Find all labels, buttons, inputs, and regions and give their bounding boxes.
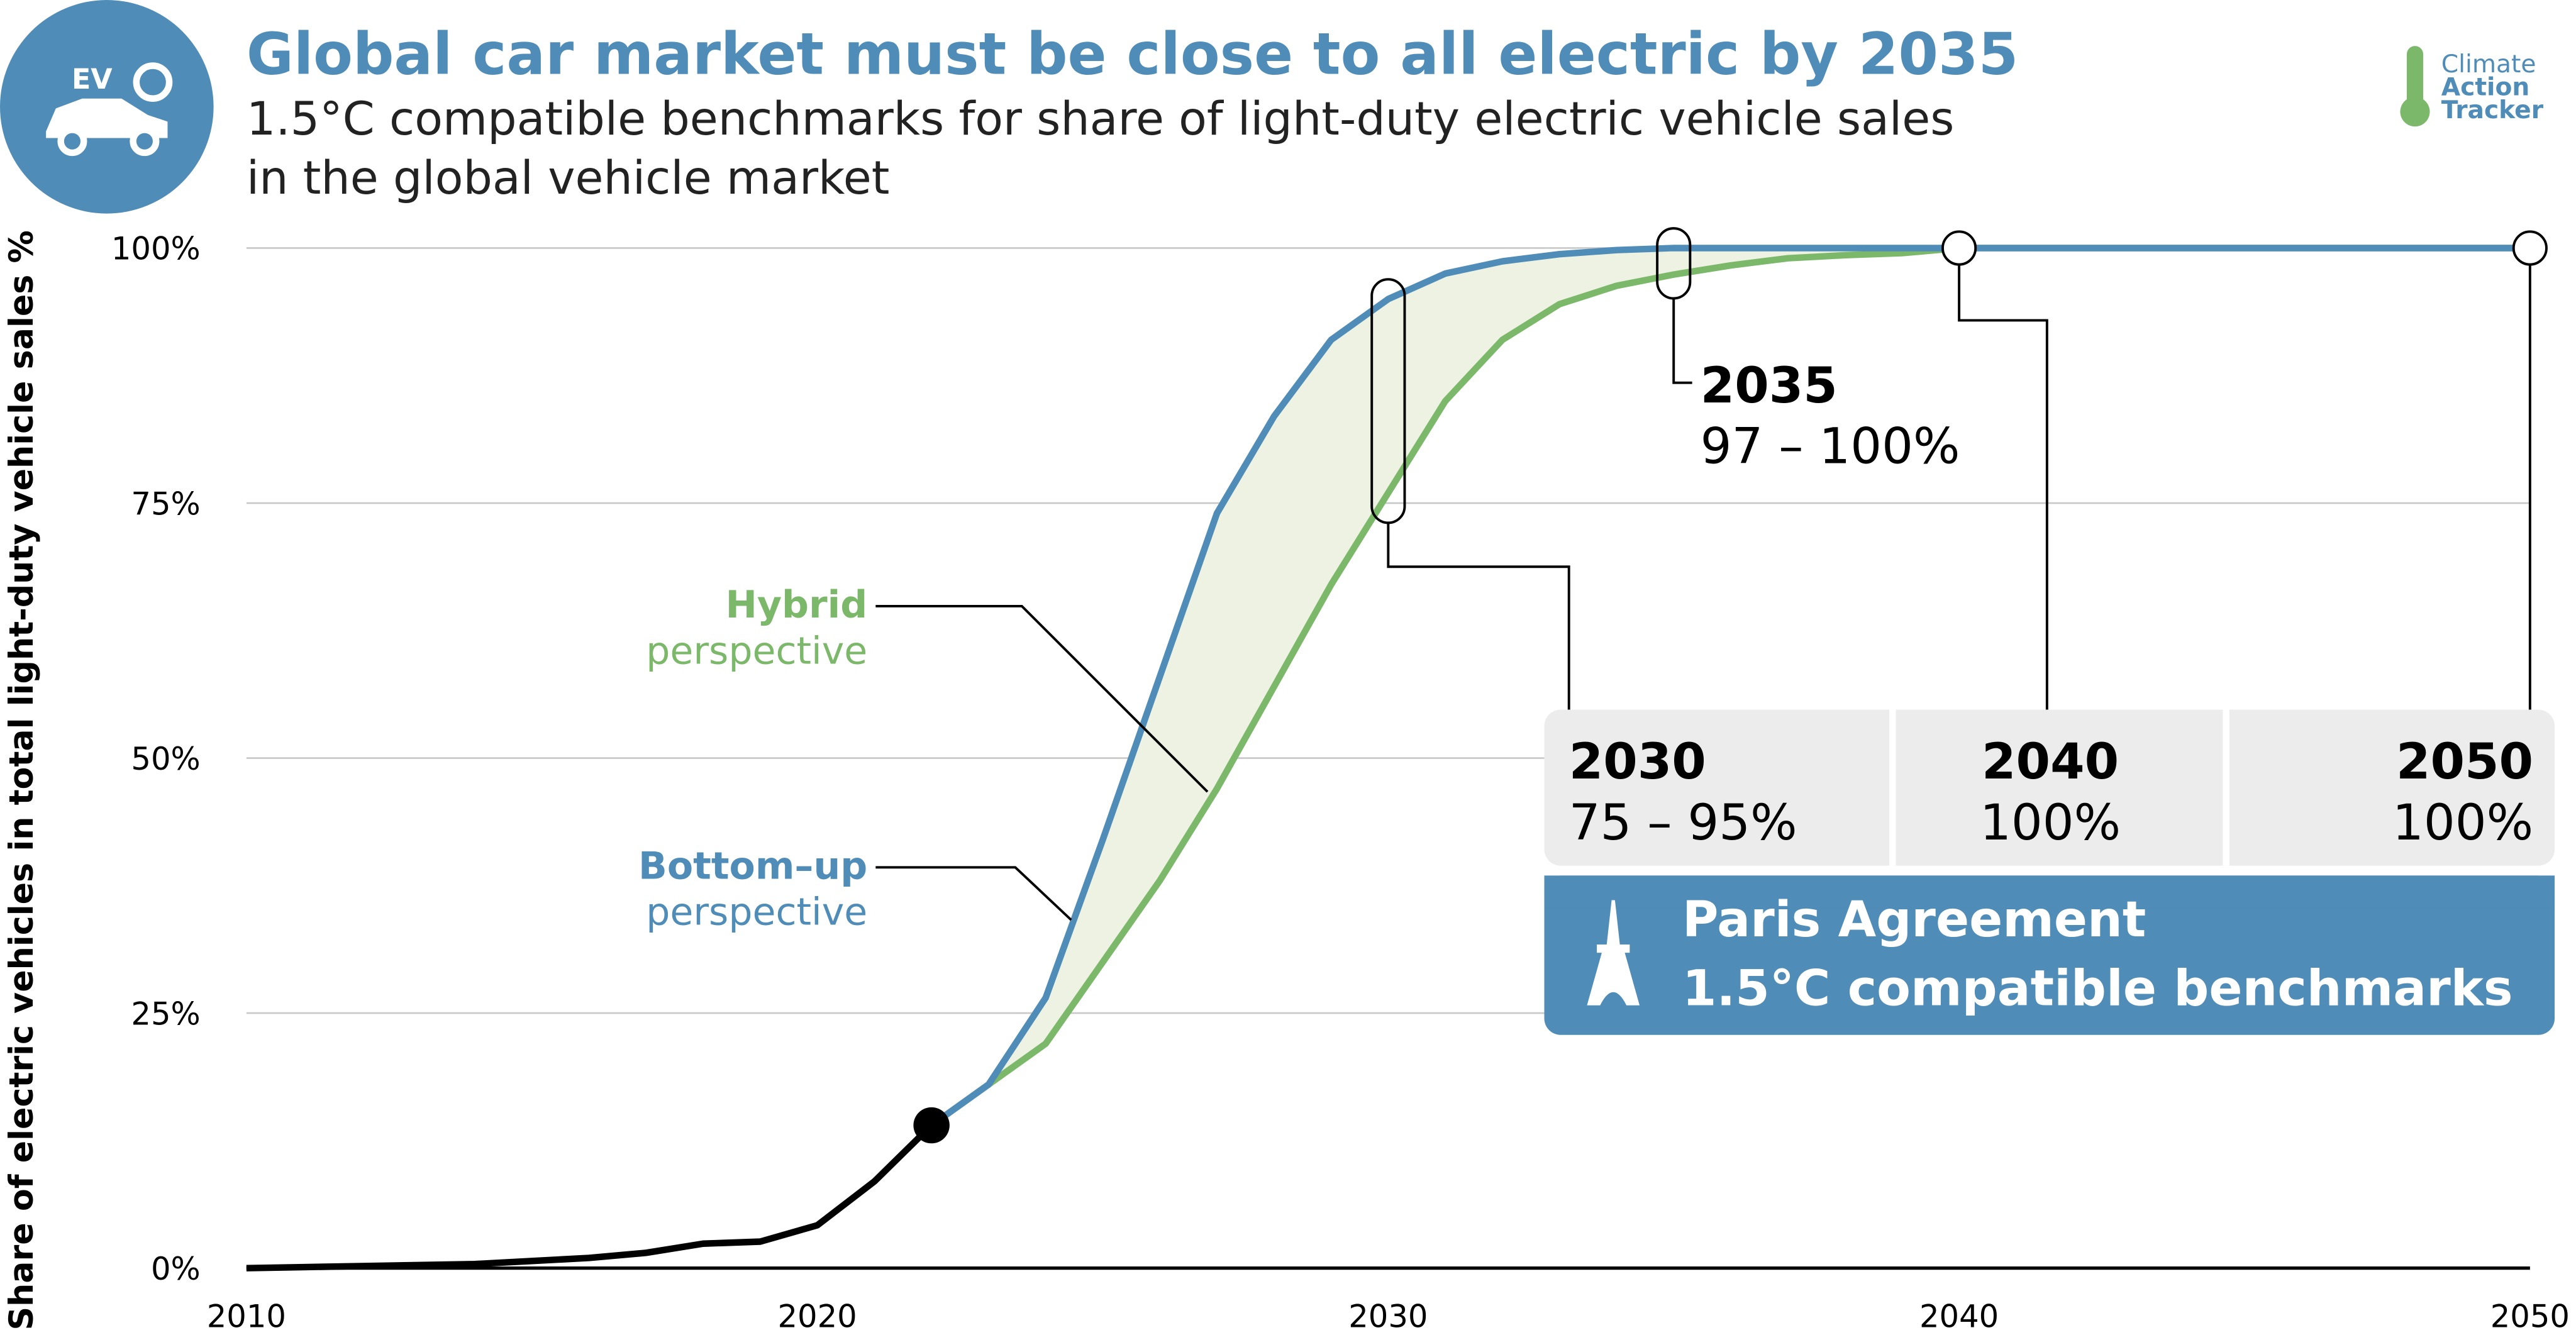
x-tick-label: 2010 bbox=[207, 1299, 286, 1335]
benchmark-connector bbox=[1672, 298, 1692, 384]
car-icon bbox=[46, 62, 173, 157]
x-tick-label: 2030 bbox=[1348, 1299, 1428, 1335]
y-tick-label: 50% bbox=[131, 741, 200, 777]
x-tick-label: 2050 bbox=[2490, 1299, 2570, 1335]
logo-text: Climate bbox=[2441, 50, 2536, 79]
benchmark-connector bbox=[1387, 523, 1570, 710]
benchmark-year: 2040 bbox=[1982, 733, 2119, 790]
benchmark-label: 75 – 95% bbox=[1569, 794, 1797, 851]
y-tick-label: 75% bbox=[131, 485, 200, 522]
chart-title: Global car market must be close to all e… bbox=[247, 21, 2018, 88]
eiffel-icon bbox=[1587, 900, 1640, 1005]
range-band bbox=[931, 248, 2530, 1126]
logo-text: Tracker bbox=[2441, 96, 2544, 125]
leader-line bbox=[875, 604, 1209, 793]
y-axis-label: Share of electric vehicles in total ligh… bbox=[3, 230, 41, 1330]
banner-box bbox=[1544, 875, 2555, 1035]
chart-subtitle: 1.5°C compatible benchmarks for share of… bbox=[247, 92, 1954, 146]
series-line bbox=[246, 1122, 934, 1271]
banner-box bbox=[1544, 875, 2555, 909]
series-line bbox=[930, 245, 2530, 1128]
benchmark-point bbox=[1941, 230, 1977, 266]
series-label: perspective bbox=[646, 629, 867, 673]
benchmark-label: 100% bbox=[1980, 794, 2121, 851]
chart-subtitle: in the global vehicle market bbox=[247, 152, 890, 205]
benchmark-year: 2030 bbox=[1569, 733, 1706, 790]
x-tick-label: 2040 bbox=[1919, 1299, 1999, 1335]
benchmark-label: 97 – 100% bbox=[1701, 418, 1960, 475]
benchmark-box bbox=[1544, 709, 2555, 866]
benchmark-connector bbox=[1958, 264, 2048, 710]
benchmark-year: 2035 bbox=[1701, 357, 1838, 414]
banner-text: 1.5°C compatible benchmarks bbox=[1682, 960, 2513, 1017]
benchmark-year: 2050 bbox=[2396, 733, 2533, 790]
series-label: perspective bbox=[646, 890, 867, 934]
benchmark-label: 100% bbox=[2392, 794, 2533, 851]
icon-text: EV bbox=[72, 64, 113, 96]
y-tick-label: 100% bbox=[111, 231, 201, 267]
series-label: Hybrid bbox=[726, 583, 868, 627]
benchmark-point bbox=[2512, 230, 2548, 266]
y-tick-label: 0% bbox=[151, 1251, 201, 1287]
series-label: Bottom–up bbox=[638, 845, 867, 889]
latest-data-dot bbox=[913, 1107, 950, 1144]
leader-line bbox=[875, 866, 1072, 921]
logo-thermometer bbox=[2400, 97, 2430, 127]
x-tick-label: 2020 bbox=[777, 1299, 857, 1335]
y-tick-label: 25% bbox=[131, 995, 200, 1032]
logo-text: Action bbox=[2441, 74, 2530, 102]
banner-text: Paris Agreement bbox=[1682, 891, 2146, 948]
